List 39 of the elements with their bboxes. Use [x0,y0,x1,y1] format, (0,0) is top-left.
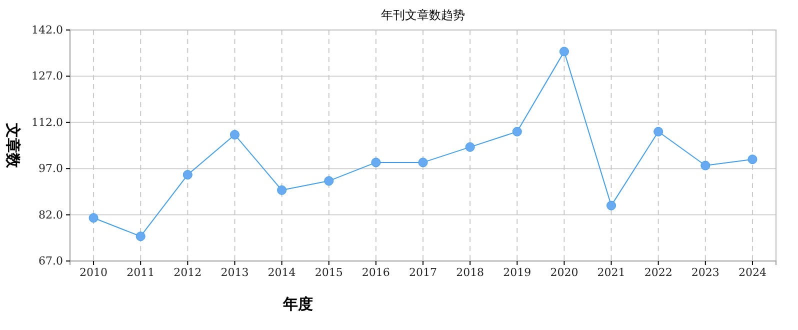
x-tick-label: 2017 [409,266,437,279]
x-tick-label: 2023 [691,266,720,279]
point [136,232,146,242]
point [230,130,240,140]
point [700,160,710,170]
point [277,185,287,195]
x-tick-label: 2018 [456,266,484,279]
x-tick-label: 2010 [80,266,108,279]
x-tick-label: 2013 [220,266,249,279]
x-tick-label: 2024 [738,266,766,279]
point [324,176,334,186]
y-tick-label: 97.0 [38,162,63,176]
point [654,126,664,136]
chart-title: 年刊文章数趋势 [381,8,465,22]
y-tick-label: 127.0 [32,70,63,83]
x-tick-label: 2014 [268,266,296,279]
x-axis-title: 年度 [282,295,313,313]
x-tick-label: 2021 [597,266,626,279]
x-tick-label: 2019 [503,266,532,279]
point [606,200,616,210]
point [512,126,522,136]
point [88,213,98,223]
x-tick-label: 2016 [362,266,390,279]
point [559,46,569,56]
point [748,154,758,164]
y-tick-label: 112.0 [32,116,63,129]
point [465,142,475,152]
point [182,170,192,180]
x-tick-label: 2015 [314,266,343,279]
y-tick-label: 67.0 [38,254,63,268]
y-tick-label: 82.0 [38,208,63,222]
x-tick-label: 2011 [126,266,155,279]
y-axis-title: 文章数 [4,122,22,169]
point [418,158,428,168]
x-tick-label: 2020 [550,266,578,279]
point [371,158,381,168]
x-tick-label: 2012 [174,266,202,279]
x-tick-label: 2022 [644,266,672,279]
y-tick-label: 142.0 [32,24,63,37]
